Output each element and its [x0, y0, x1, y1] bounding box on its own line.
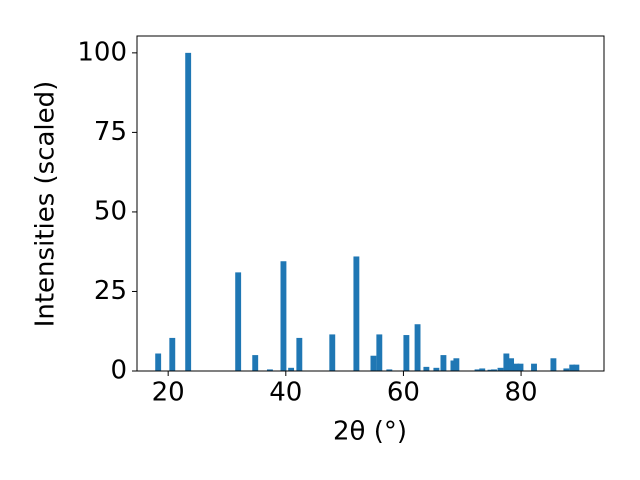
bar: [266, 369, 273, 371]
bar: [569, 364, 576, 371]
bar: [296, 337, 303, 371]
y-tick-label: 25: [94, 276, 127, 306]
bar: [329, 334, 336, 371]
x-tick-label: 20: [152, 378, 185, 408]
bar: [414, 324, 421, 371]
bar: [376, 334, 383, 371]
bar: [474, 369, 481, 371]
plot-frame: [136, 35, 605, 372]
y-axis-label: Intensities (scaled): [31, 81, 61, 328]
y-tick-label: 75: [94, 117, 127, 147]
y-tick-label: 100: [77, 37, 127, 67]
x-tick-label: 40: [269, 378, 302, 408]
bar: [517, 363, 524, 371]
bar: [185, 52, 192, 371]
bar: [531, 363, 537, 371]
x-tick-label: 60: [387, 378, 420, 408]
bar: [487, 369, 494, 371]
x-axis-label: 2θ (°): [333, 417, 407, 447]
bar: [513, 363, 520, 371]
bar: [550, 358, 557, 371]
bar: [563, 368, 570, 371]
bar: [491, 369, 497, 371]
bar: [440, 355, 447, 371]
bar: [497, 367, 504, 371]
y-tick-label: 0: [110, 356, 127, 386]
bar: [479, 368, 486, 371]
bar: [353, 256, 360, 371]
bar: [280, 261, 287, 371]
bar: [573, 364, 580, 371]
x-tick-label: 80: [505, 378, 538, 408]
bar: [433, 367, 440, 371]
bar: [370, 355, 377, 371]
bar: [386, 369, 393, 371]
bar: [169, 337, 176, 371]
bar: [403, 335, 410, 371]
bar: [508, 358, 515, 371]
bar: [288, 367, 295, 371]
bar: [252, 355, 259, 371]
bar: [235, 272, 242, 371]
bar: [503, 353, 510, 371]
bar: [423, 366, 430, 371]
y-tick-label: 50: [94, 196, 127, 226]
bar: [453, 358, 460, 371]
bar: [155, 353, 162, 371]
